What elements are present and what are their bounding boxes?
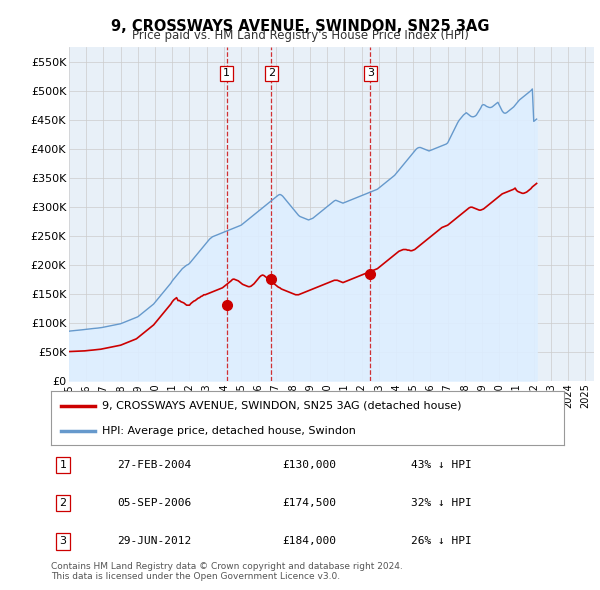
Text: 05-SEP-2006: 05-SEP-2006 — [117, 498, 191, 508]
Text: 27-FEB-2004: 27-FEB-2004 — [117, 460, 191, 470]
Text: 43% ↓ HPI: 43% ↓ HPI — [411, 460, 472, 470]
Text: £130,000: £130,000 — [282, 460, 336, 470]
Text: Contains HM Land Registry data © Crown copyright and database right 2024.: Contains HM Land Registry data © Crown c… — [51, 562, 403, 571]
Text: 3: 3 — [367, 68, 374, 78]
Text: Price paid vs. HM Land Registry's House Price Index (HPI): Price paid vs. HM Land Registry's House … — [131, 30, 469, 42]
Text: £174,500: £174,500 — [282, 498, 336, 508]
Text: 29-JUN-2012: 29-JUN-2012 — [117, 536, 191, 546]
Text: 2: 2 — [268, 68, 275, 78]
Text: 1: 1 — [223, 68, 230, 78]
Text: 3: 3 — [59, 536, 67, 546]
Text: 9, CROSSWAYS AVENUE, SWINDON, SN25 3AG (detached house): 9, CROSSWAYS AVENUE, SWINDON, SN25 3AG (… — [103, 401, 462, 411]
Text: This data is licensed under the Open Government Licence v3.0.: This data is licensed under the Open Gov… — [51, 572, 340, 581]
Text: 2: 2 — [59, 498, 67, 508]
Text: HPI: Average price, detached house, Swindon: HPI: Average price, detached house, Swin… — [103, 426, 356, 436]
Text: 9, CROSSWAYS AVENUE, SWINDON, SN25 3AG: 9, CROSSWAYS AVENUE, SWINDON, SN25 3AG — [111, 19, 489, 34]
Text: 32% ↓ HPI: 32% ↓ HPI — [411, 498, 472, 508]
Text: 1: 1 — [59, 460, 67, 470]
Text: £184,000: £184,000 — [282, 536, 336, 546]
Text: 26% ↓ HPI: 26% ↓ HPI — [411, 536, 472, 546]
